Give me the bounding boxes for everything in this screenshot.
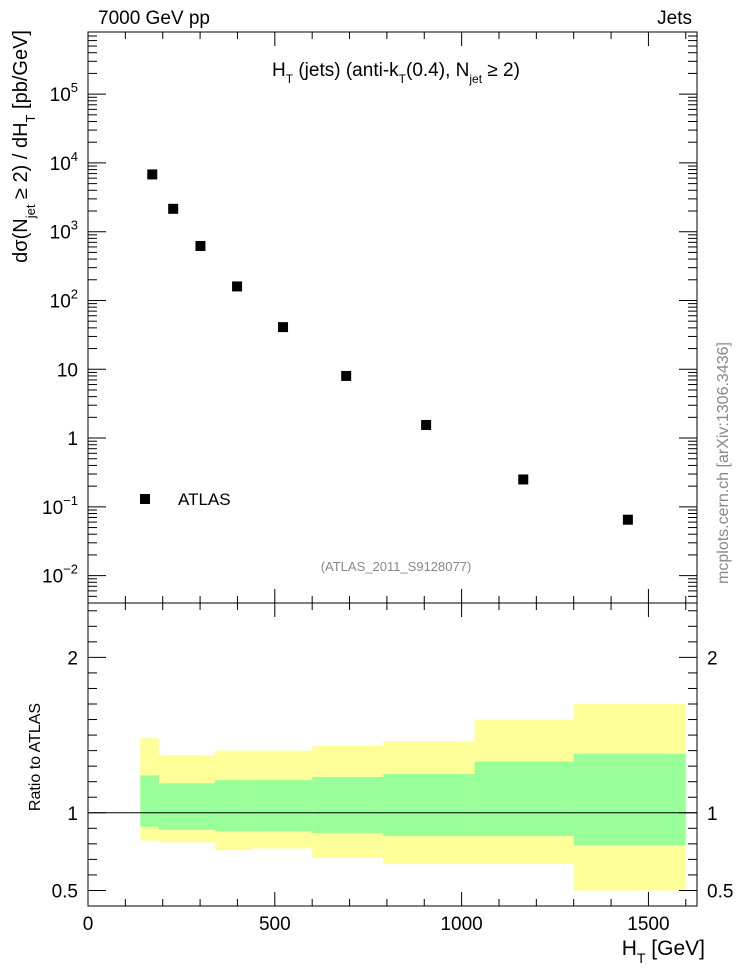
legend-label: ATLAS xyxy=(178,490,231,509)
ratio-y-tick-label-left: 2 xyxy=(67,648,78,669)
energy-label: 7000 GeV pp xyxy=(98,8,210,29)
ratio-y-tick-label-right: 1 xyxy=(707,804,718,825)
ratio-y-tick-label-left: 1 xyxy=(67,804,78,825)
y-tick-label: 104 xyxy=(50,149,78,175)
y-tick-label: 103 xyxy=(50,218,78,244)
ratio-inner-band-2 xyxy=(215,780,253,832)
y-axis-title: dσ(Njet ≥ 2) / dHT [pb/GeV] xyxy=(10,30,38,263)
data-point-2 xyxy=(195,240,206,251)
x-tick-label-1500: 1500 xyxy=(627,914,669,935)
y-tick-label: 102 xyxy=(50,286,78,312)
data-point-3 xyxy=(232,281,243,292)
ratio-inner-band-3 xyxy=(252,780,313,832)
ratio-inner-band-7 xyxy=(573,753,686,846)
x-tick-label-0: 0 xyxy=(83,914,94,935)
ratio-y-tick-label-right: 0.5 xyxy=(707,881,733,902)
ratio-y-tick-label-left: 0.5 xyxy=(52,881,78,902)
ratio-inner-band-4 xyxy=(312,777,384,833)
y-tick-label: 10−2 xyxy=(42,562,78,588)
ratio-inner-band-0 xyxy=(140,775,159,827)
data-point-8 xyxy=(622,514,633,525)
x-tick-label-500: 500 xyxy=(259,914,291,935)
analysis-annotation: (ATLAS_2011_S9128077) xyxy=(321,559,472,574)
y-tick-label: 1 xyxy=(67,429,78,450)
legend-marker xyxy=(140,494,150,504)
x-axis-title: HT [GeV] xyxy=(622,937,705,966)
ratio-y-tick-label-right: 2 xyxy=(707,648,718,669)
ratio-frame xyxy=(87,602,698,907)
y-tick-label: 10 xyxy=(57,360,78,381)
data-point-1 xyxy=(168,203,179,214)
data-point-7 xyxy=(518,474,529,485)
ratio-inner-band-1 xyxy=(158,783,216,830)
data-point-0 xyxy=(147,169,158,180)
ratio-inner-band-5 xyxy=(383,773,475,837)
category-label: Jets xyxy=(657,8,692,29)
main-frame xyxy=(87,31,698,604)
data-point-4 xyxy=(278,322,289,333)
data-point-6 xyxy=(421,419,432,430)
ratio-y-axis-title: Ratio to ATLAS xyxy=(27,703,44,811)
y-tick-label: 10−1 xyxy=(42,493,78,519)
x-tick-label-1000: 1000 xyxy=(440,914,482,935)
y-tick-label: 105 xyxy=(50,80,78,106)
ratio-inner-band-6 xyxy=(474,761,574,837)
data-point-5 xyxy=(341,370,352,381)
chart-title: HT (jets) (anti-kT(0.4), Njet ≥ 2) xyxy=(272,60,520,86)
source-label: mcplots.cern.ch [arXiv:1306.3436] xyxy=(715,342,732,584)
